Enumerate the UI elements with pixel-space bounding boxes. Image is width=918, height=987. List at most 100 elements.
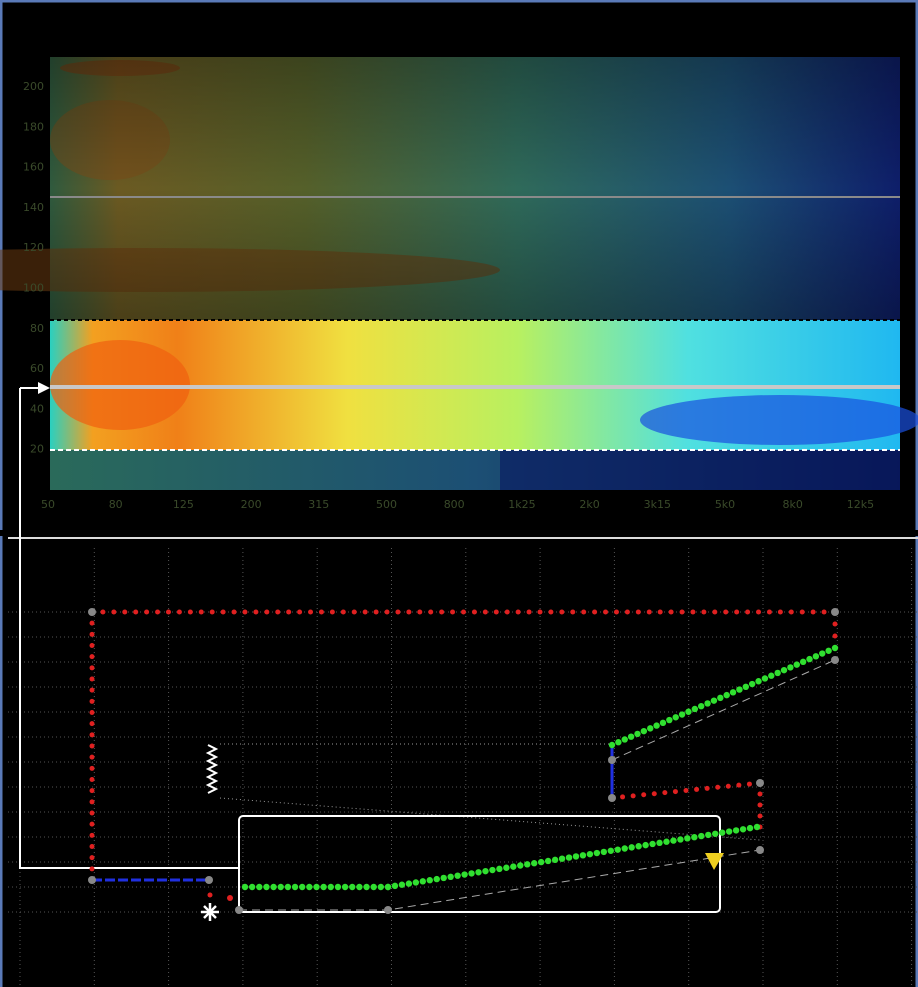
red-point [746, 781, 752, 787]
green-point [717, 694, 724, 702]
control-point [608, 794, 616, 802]
green-point [649, 840, 656, 848]
red-point [275, 609, 281, 615]
red-point [89, 821, 95, 827]
red-point [712, 609, 718, 615]
red-point [439, 609, 445, 615]
red-point [198, 609, 204, 615]
x-tick-label: 200 [241, 498, 262, 511]
green-point [774, 669, 781, 677]
red-point [89, 777, 95, 782]
red-point [788, 609, 794, 615]
red-point [526, 609, 532, 615]
green-point [349, 883, 356, 891]
green-point [482, 867, 489, 875]
red-point [297, 609, 303, 615]
red-point [89, 643, 95, 648]
red-point [89, 765, 95, 771]
red-point [646, 609, 652, 615]
green-point [248, 883, 256, 891]
red-point [89, 799, 95, 805]
green-point [593, 849, 601, 857]
green-point [670, 837, 677, 844]
green-point [313, 883, 320, 891]
red-point [89, 810, 95, 816]
y-tick-label: 200 [23, 80, 44, 93]
red-point [89, 844, 95, 849]
red-point [89, 832, 95, 838]
red-point [515, 609, 521, 615]
red-point [187, 609, 193, 615]
red-point [395, 609, 401, 615]
green-point [736, 686, 743, 693]
control-point [756, 846, 764, 854]
control-point [235, 906, 243, 914]
control-point [756, 779, 764, 787]
red-point [227, 895, 233, 901]
x-tick-label: 50 [41, 498, 55, 511]
red-point [461, 609, 466, 615]
green-point [831, 644, 839, 652]
green-point [710, 697, 718, 704]
green-point [433, 875, 440, 883]
green-point [672, 714, 679, 721]
green-point [825, 647, 832, 654]
green-point [742, 683, 749, 690]
red-point [373, 609, 379, 615]
green-point [608, 741, 616, 749]
red-point [694, 786, 700, 792]
x-tick-label: 1k25 [508, 498, 535, 511]
y-tick-label: 120 [23, 241, 44, 254]
red-point [122, 609, 128, 615]
red-point [679, 609, 685, 615]
y-tick-label: 60 [30, 362, 44, 375]
x-tick-label: 8k0 [783, 498, 803, 511]
y-tick-label: 140 [23, 201, 44, 214]
red-point [641, 792, 647, 798]
green-point [628, 844, 635, 851]
green-point [698, 703, 705, 710]
green-point [746, 824, 754, 832]
x-tick-label: 125 [173, 498, 194, 511]
green-point [698, 832, 705, 840]
red-point [651, 791, 657, 797]
red-point [133, 609, 139, 615]
green-point [748, 680, 756, 688]
red-point [757, 791, 763, 797]
green-point [739, 826, 747, 833]
y-tick-label: 80 [30, 322, 44, 335]
green-point [718, 829, 726, 836]
green-point [812, 653, 820, 660]
red-point [89, 665, 95, 671]
red-point [630, 793, 636, 799]
green-point [320, 883, 327, 891]
green-point [768, 672, 775, 679]
red-point [318, 609, 324, 615]
x-tick-label: 800 [444, 498, 465, 511]
green-point [755, 678, 762, 685]
red-point [89, 676, 95, 682]
green-point [475, 869, 482, 876]
red-point [537, 609, 543, 615]
green-point [327, 883, 334, 891]
red-point [683, 788, 689, 793]
green-point [787, 664, 794, 671]
green-point [419, 878, 427, 885]
green-point [565, 854, 573, 861]
x-tick-label: 3k15 [644, 498, 671, 511]
red-point [165, 609, 171, 615]
green-point [531, 860, 538, 867]
red-point [662, 790, 668, 796]
red-point [810, 609, 816, 615]
y-tick-label: 20 [30, 443, 44, 456]
green-point [691, 705, 699, 713]
red-point [264, 609, 270, 615]
control-point [88, 876, 96, 884]
red-point [89, 620, 95, 626]
red-point [581, 609, 587, 615]
red-point [504, 609, 510, 615]
green-point [586, 850, 594, 858]
green-point [621, 845, 628, 852]
green-point [753, 823, 761, 831]
